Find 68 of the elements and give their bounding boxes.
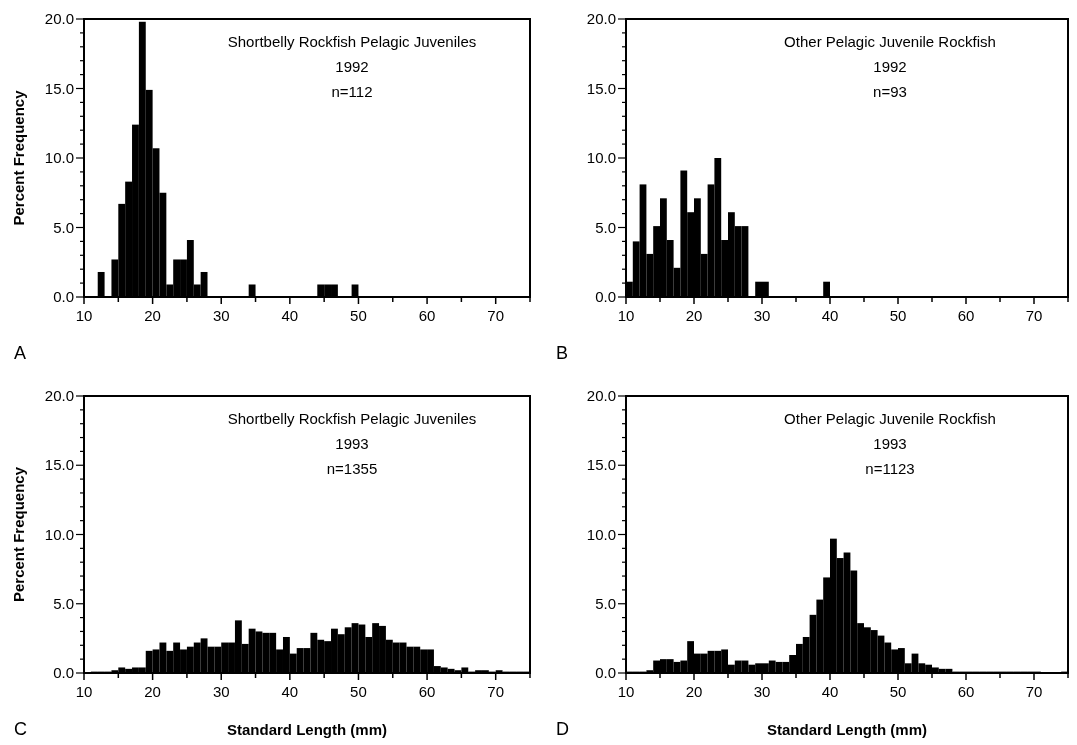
y-tick-label: 0.0: [595, 664, 616, 681]
x-tick-label: 50: [889, 683, 907, 700]
x-tick-label: 40: [281, 307, 299, 324]
text: Other Pelagic Juvenile Rockfish: [784, 410, 996, 427]
text: B: [556, 343, 569, 363]
x-tick-label: 20: [144, 683, 161, 700]
y-axis-title: Percent Frequency: [10, 89, 27, 226]
y-tick-label: 5.0: [595, 594, 616, 612]
annotation: n=93: [873, 83, 907, 100]
x-tick-label: 60: [957, 683, 975, 700]
x-tick-label: 70: [1025, 307, 1043, 324]
text: C: [14, 719, 27, 739]
x-tick-label: 10: [617, 683, 635, 700]
y-tick-label: 5.0: [595, 218, 616, 236]
x-tick-label: 50: [350, 683, 367, 700]
y-axis-title: Percent Frequency: [10, 466, 27, 603]
text: 1992: [873, 58, 907, 75]
y-tick-label: 15.0: [586, 79, 616, 97]
x-tick-label: 10: [75, 307, 93, 324]
x-tick-label: 30: [212, 683, 230, 700]
x-tick-label: 60: [957, 307, 975, 324]
y-tick-label: 5.0: [53, 594, 74, 612]
x-tick-label: 40: [821, 307, 839, 324]
y-tick-label: 20.0: [44, 387, 74, 404]
x-tick-label: 20: [685, 307, 703, 324]
y-tick-label: 0.0: [53, 664, 74, 681]
y-tick-label: 10.0: [44, 525, 74, 543]
annotation: n=112: [331, 83, 373, 100]
y-tick-label: 15.0: [586, 456, 616, 474]
y-tick-label: 20.0: [586, 387, 616, 404]
text: Shortbelly Rockfish Pelagic Juveniles: [227, 33, 477, 50]
x-tick-label: 10: [617, 307, 635, 324]
x-axis-title: Standard Length (mm): [227, 721, 387, 738]
y-tick-label: 10.0: [586, 525, 616, 543]
x-tick-label: 50: [889, 307, 907, 324]
annotation: n=1355: [326, 460, 378, 477]
x-tick-label: 10: [75, 683, 93, 700]
x-tick-label: 20: [144, 307, 161, 324]
text: Other Pelagic Juvenile Rockfish: [784, 33, 996, 50]
y-tick-label: 20.0: [44, 10, 74, 27]
text: D: [556, 719, 569, 739]
x-tick-label: 70: [487, 307, 505, 324]
x-tick-label: 20: [685, 683, 703, 700]
x-tick-label: 60: [418, 307, 436, 324]
x-axis-title: Standard Length (mm): [767, 721, 927, 738]
y-tick-label: 0.0: [53, 288, 74, 305]
annotation: n=1123: [865, 460, 915, 477]
x-tick-label: 30: [212, 307, 230, 324]
x-tick-label: 60: [418, 683, 436, 700]
text: 1992: [335, 58, 369, 75]
y-tick-label: 0.0: [595, 288, 616, 305]
text: 1993: [873, 435, 907, 452]
x-tick-label: 30: [753, 307, 771, 324]
text: A: [14, 343, 27, 363]
text: 1993: [335, 435, 369, 452]
y-tick-label: 20.0: [586, 10, 616, 27]
text: Shortbelly Rockfish Pelagic Juveniles: [227, 410, 477, 427]
y-tick-label: 15.0: [44, 79, 74, 97]
x-tick-label: 30: [753, 683, 771, 700]
x-tick-label: 70: [487, 683, 505, 700]
y-tick-label: 5.0: [53, 218, 74, 236]
x-tick-label: 40: [281, 683, 299, 700]
y-tick-label: 15.0: [44, 456, 74, 474]
x-tick-label: 50: [350, 307, 367, 324]
x-tick-label: 70: [1025, 683, 1043, 700]
y-tick-label: 10.0: [586, 149, 616, 166]
x-tick-label: 40: [821, 683, 839, 700]
y-tick-label: 10.0: [44, 149, 74, 166]
